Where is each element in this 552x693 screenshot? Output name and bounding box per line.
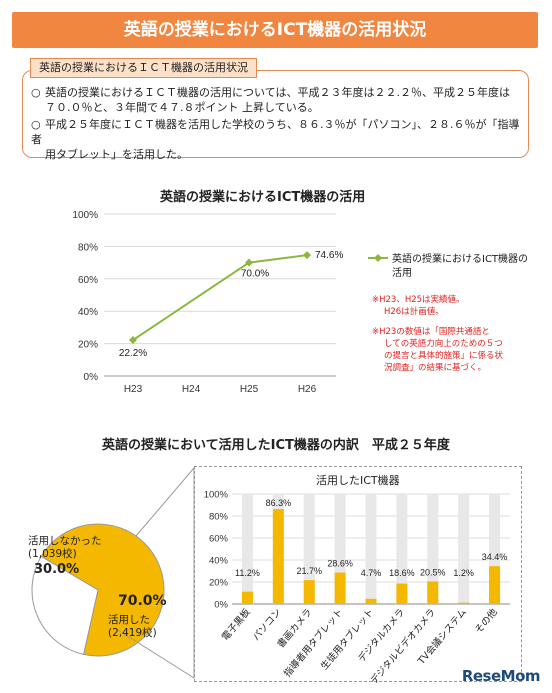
summary-bullet-2: ○ 平成２５年度にＩＣＴ機器を活用した学校のうち、８６.３％が「パソコン」、２８.… [31,117,521,162]
bar-data-label: 18.6% [389,568,415,578]
note-2: H26は計画値。 [384,307,444,317]
not-used-pct: 30.0% [34,562,80,577]
bar-background [458,494,470,604]
series-line [132,254,308,341]
bar-data-label: 20.5% [420,567,446,577]
bar-data-label: 1.2% [453,568,474,578]
bullet-circle: ○ [31,86,41,99]
bar-data-label: 11.2% [235,568,260,578]
page-title-banner: 英語の授業におけるICT機器の活用状況 [12,12,538,48]
bar-data-label: 28.6% [327,559,353,569]
legend-marker [374,254,382,262]
bar-data-label: 86.3% [266,498,292,508]
note-3-line-2: しての英語力向上のための５つ [384,339,503,349]
x-tick-label: H25 [240,384,259,395]
bar [241,591,253,604]
bar [365,598,377,604]
line-chart-title: 英語の授業におけるICT機器の活用 [160,190,366,205]
bar [427,581,439,604]
x-tick-label: H23 [124,384,143,395]
summary-bullet-1: ○ 英語の授業におけるＩＣＴ機器の活用については、平成２３年度は２２.２％、平成２… [31,85,521,115]
y-tick-label: 40% [78,307,98,318]
bar-y-tick-label: 20% [209,578,229,589]
resemom-logo: ReseMom [461,667,541,685]
pie-label-used: 活用した (2,419校) [108,614,157,640]
pie-section-title: 英語の授業において活用したICT機器の内訳 平成２５年度 [102,438,450,453]
bar-category-label: 生徒用タブレット [318,606,376,672]
bar [272,509,284,604]
bar-background [334,494,346,604]
note-3-line-4: 況調査」の結果に基づく。 [384,363,487,373]
bar-background [396,494,408,604]
bar-background [489,494,501,604]
bar-background [303,494,315,604]
note-3-line-1: ※H23の数値は「国際共通語と [372,327,490,337]
bar-y-tick-label: 100% [204,490,229,501]
bar-y-tick-label: 80% [209,512,229,523]
bar-data-label: 21.7% [296,566,322,576]
x-tick-label: H26 [298,384,317,395]
summary-line-1: 英語の授業におけるＩＣＴ機器の活用については、平成２３年度は２２.２％、平成２５… [45,86,510,99]
summary-tab-label: 英語の授業におけるＩＣＴ機器の活用状況 [30,58,257,78]
bullet-circle: ○ [31,118,41,131]
bar-category-label: 電子黒板 [219,606,253,643]
line-chart: 0% 20% 40% 60% 80% 100% H23 H24 H25 H26 22.2% 70.0%… [72,210,528,395]
y-tick-label: 100% [72,210,98,221]
summary-line-3: 平成２５年度にＩＣＴ機器を活用した学校のうち、８６.３％が「パソコン」、２８.６… [31,118,520,146]
notes-block: ※H23、H25は実績値。 H26は計画値。 ※H23の数値は「国際共通語と し… [372,294,503,374]
bar-data-label: 34.4% [482,552,508,562]
bar [489,566,501,604]
not-used-name: 活用しなかった [28,535,102,547]
data-label: 22.2% [119,348,147,359]
not-used-count: (1,039校) [28,548,77,560]
note-3-line-3: の提言と具体的施策」に係る状 [384,351,504,361]
bar [458,602,470,604]
legend-label-line-1: 英語の授業におけるICT機器の [392,252,528,265]
bar-data-label: 4.7% [361,568,382,578]
bar-background [241,494,253,604]
bar [334,572,346,604]
y-tick-label: 20% [78,340,98,351]
bar-y-tick-label: 40% [209,556,229,567]
bar [396,583,408,604]
pie-label-not-used: 活用しなかった (1,039校) 30.0% [28,535,102,576]
data-label: 70.0% [241,269,269,280]
summary-line-2: ７０.０％と、３年間で４７.８ポイント 上昇している。 [45,101,319,114]
data-label: 74.6% [315,250,343,261]
bar-background [427,494,439,604]
pie-slice [31,555,99,656]
data-point [245,258,253,267]
x-tick-label: H24 [182,384,201,395]
bar-category-label: パソコン [251,607,284,643]
y-tick-label: 60% [78,275,98,286]
y-tick-label: 80% [78,242,98,253]
note-1: ※H23、H25は実績値。 [372,295,465,305]
bar-y-tick-label: 0% [214,600,228,611]
pie-slice [40,523,165,657]
bar-background [365,494,377,604]
bar-category-label: 指導者用タブレット [281,606,345,679]
bar-y-tick-label: 60% [209,534,229,545]
bar-category-label: その他 [472,606,500,636]
summary-line-4: 用タブレット」を活用した。 [45,148,188,161]
zoom-connector [117,466,195,679]
y-tick-label: 0% [84,372,99,383]
data-point [303,251,311,260]
pie-and-bar-chart: 0% 20% 40% 60% 80% 100% 11.2% 電子黒板 86.3% パソコン 21.7… [31,466,510,685]
used-pct: 70.0% [118,593,167,609]
bar [303,580,315,604]
summary-box: ○ 英語の授業におけるＩＣＴ機器の活用については、平成２３年度は２２.２％、平成２… [22,70,529,161]
bar-chart-title: 活用したICT機器 [316,474,400,487]
used-name: 活用した [108,614,150,626]
legend-label-line-2: 活用 [392,267,412,279]
used-count: (2,419校) [108,627,157,639]
data-point [129,336,137,345]
